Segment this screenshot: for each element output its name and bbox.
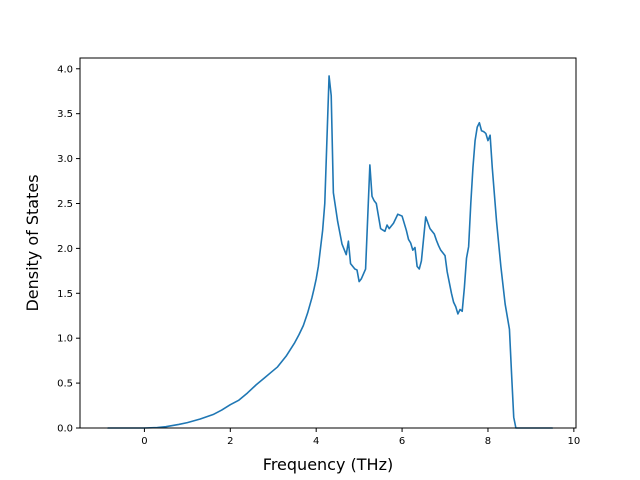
y-tick-label: 0.0: [57, 424, 73, 435]
y-tick-label: 4.0: [57, 64, 73, 75]
y-tick-label: 3.5: [57, 109, 73, 120]
series-layer: [107, 75, 554, 429]
x-axis-label: Frequency (THz): [263, 455, 393, 474]
x-tick-label: 8: [485, 436, 491, 447]
x-tick-label: 10: [567, 436, 580, 447]
y-axis-ticks: 0.0 0.5 1.0 1.5 2.0 2.5 3.0 3.5 4.0: [57, 64, 80, 435]
x-tick-label: 4: [313, 436, 319, 447]
y-tick-label: 3.0: [57, 154, 73, 165]
y-axis-label: Density of States: [23, 174, 42, 311]
y-tick-label: 2.0: [57, 244, 73, 255]
y-tick-label: 0.5: [57, 379, 73, 390]
y-tick-label: 2.5: [57, 199, 73, 210]
y-tick-label: 1.0: [57, 334, 73, 345]
x-axis-ticks: 0 2 4 6 8 10: [141, 428, 580, 447]
x-tick-label: 2: [227, 436, 233, 447]
y-tick-label: 1.5: [57, 289, 73, 300]
dos-series-line: [107, 75, 554, 429]
x-tick-label: 6: [399, 436, 405, 447]
plot-frame: [79, 57, 577, 429]
x-tick-label: 0: [141, 436, 147, 447]
